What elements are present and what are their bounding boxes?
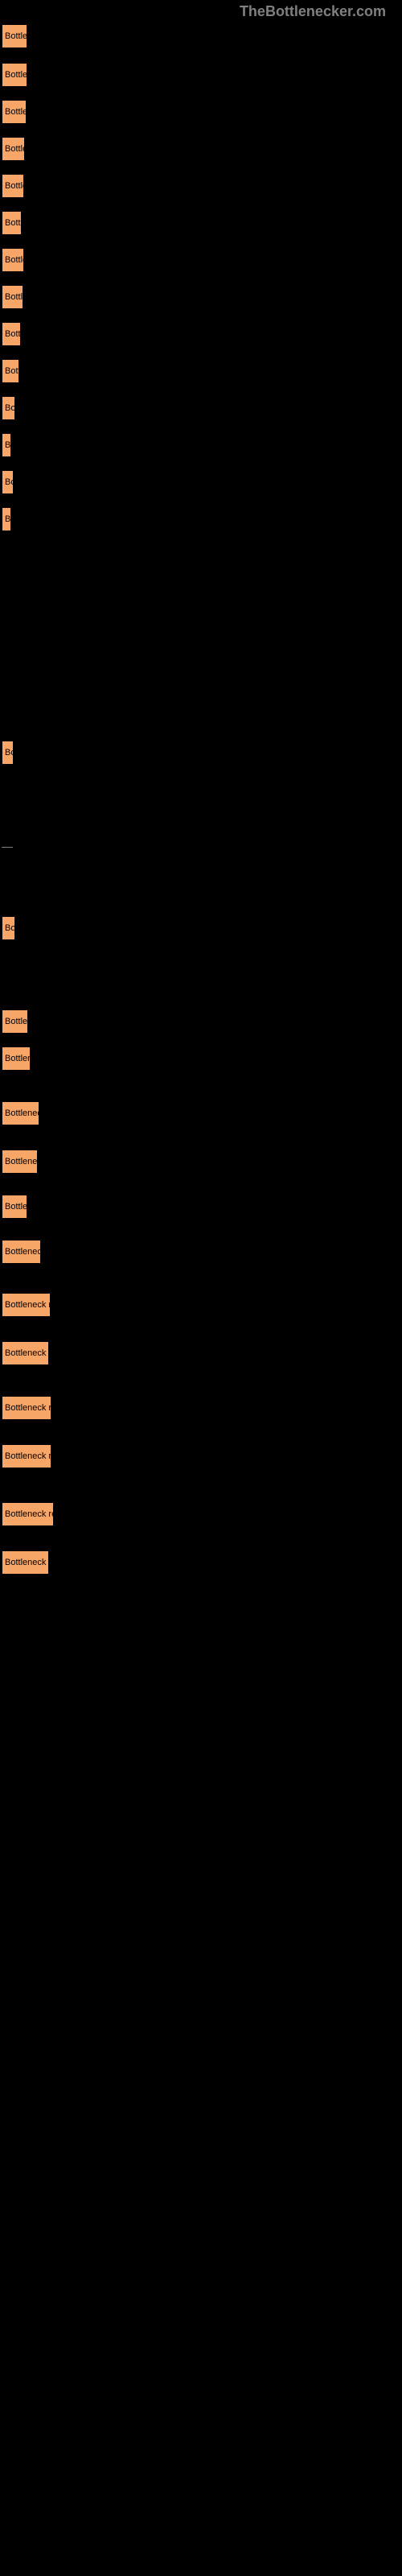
bar-row: Bottleneck result	[2, 1502, 54, 1526]
bar: Bottleneck result	[2, 174, 24, 198]
bar-row: Bottleneck result	[2, 741, 14, 765]
bar-row: Bottleneck result	[2, 1009, 28, 1034]
bar: Bottleneck result	[2, 507, 11, 531]
bar: Bottleneck result	[2, 100, 27, 124]
bar: Bottleneck result	[2, 1396, 51, 1420]
bar-row: Bottleneck result	[2, 396, 15, 420]
bar: Bottleneck result	[2, 1046, 31, 1071]
bar: Bottleneck result	[2, 1444, 51, 1468]
bar-row: Bottleneck result	[2, 1195, 27, 1219]
bar-row: Bottleneck result	[2, 1240, 41, 1264]
bar: Bottleneck result	[2, 433, 11, 457]
bar-row: Bottleneck result	[2, 322, 21, 346]
bar-row: Bottleneck result	[2, 433, 11, 457]
bar-row: Bottleneck result	[2, 1046, 31, 1071]
bar: Bottleneck result	[2, 1009, 28, 1034]
bar: Bottleneck result	[2, 396, 15, 420]
bar-row: Bottleneck result	[2, 174, 24, 198]
bar-row: Bottleneck result	[2, 63, 27, 87]
bar: Bottleneck result	[2, 24, 27, 48]
bar: Bottleneck result	[2, 1240, 41, 1264]
bar: Bottleneck result	[2, 63, 27, 87]
bar: Bottleneck result	[2, 359, 19, 383]
bar: Bottleneck result	[2, 1502, 54, 1526]
bar-row: Bottleneck result	[2, 470, 14, 494]
site-header: TheBottlenecker.com	[240, 3, 386, 20]
bar: Bottleneck result	[2, 1150, 38, 1174]
bar-row: Bottleneck result	[2, 1444, 51, 1468]
bar-row: Bottleneck result	[2, 100, 27, 124]
bar-row: Bottleneck result	[2, 211, 22, 235]
bar: Bottleneck result	[2, 322, 21, 346]
bar-row: Bottleneck result	[2, 137, 25, 161]
separator-line	[2, 847, 13, 848]
bar: Bottleneck result	[2, 1101, 39, 1125]
bar-row: Bottleneck result	[2, 359, 19, 383]
bar-row: Bottleneck result	[2, 1150, 38, 1174]
bar-row: Bottleneck result	[2, 24, 27, 48]
bar: Bottleneck result	[2, 1195, 27, 1219]
bar-row: Bottleneck result	[2, 916, 15, 940]
bar-row: Bottleneck result	[2, 248, 24, 272]
bar-row: Bottleneck result	[2, 285, 23, 309]
bar-row: Bottleneck result	[2, 1341, 49, 1365]
bar-row: Bottleneck result	[2, 1293, 51, 1317]
bar: Bottleneck result	[2, 137, 25, 161]
bar: Bottleneck result	[2, 248, 24, 272]
bar: Bottleneck result	[2, 470, 14, 494]
bar: Bottleneck result	[2, 741, 14, 765]
bar: Bottleneck result	[2, 1550, 49, 1575]
bar: Bottleneck result	[2, 916, 15, 940]
bar: Bottleneck result	[2, 1293, 51, 1317]
bar: Bottleneck result	[2, 211, 22, 235]
bar: Bottleneck result	[2, 285, 23, 309]
bar-row: Bottleneck result	[2, 1396, 51, 1420]
bar-row: Bottleneck result	[2, 1101, 39, 1125]
bar-row: Bottleneck result	[2, 1550, 49, 1575]
bar: Bottleneck result	[2, 1341, 49, 1365]
bar-row: Bottleneck result	[2, 507, 11, 531]
